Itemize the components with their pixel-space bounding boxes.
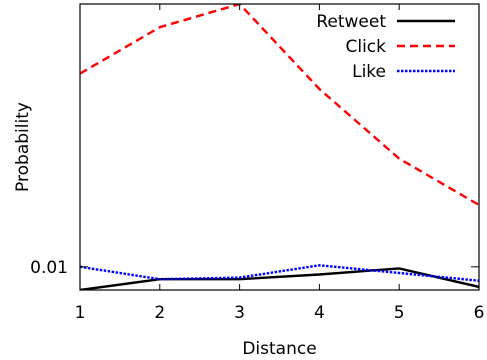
x-tick-label: 4 bbox=[314, 303, 325, 323]
x-tick-label: 3 bbox=[234, 303, 245, 323]
y-axis-label: Probability bbox=[13, 102, 33, 192]
legend-label-retweet: Retweet bbox=[316, 12, 386, 32]
x-tick-label: 1 bbox=[75, 303, 86, 323]
plot-frame bbox=[79, 3, 480, 291]
legend-label-click: Click bbox=[345, 37, 386, 57]
x-tick-label: 5 bbox=[394, 303, 405, 323]
series-line-like bbox=[80, 264, 479, 282]
y-tick-label: 0.01 bbox=[30, 258, 68, 278]
series-line-click bbox=[80, 4, 479, 207]
legend: Retweet Click Like bbox=[316, 12, 455, 82]
x-axis-label: Distance bbox=[242, 339, 316, 359]
axis-ticks: 1 2 3 4 5 6 0.01 bbox=[30, 4, 484, 323]
plot-marks bbox=[80, 4, 479, 290]
legend-label-like: Like bbox=[352, 62, 386, 82]
series-line-retweet bbox=[80, 267, 479, 290]
x-tick-label: 6 bbox=[474, 303, 485, 323]
x-tick-label: 2 bbox=[154, 303, 165, 323]
